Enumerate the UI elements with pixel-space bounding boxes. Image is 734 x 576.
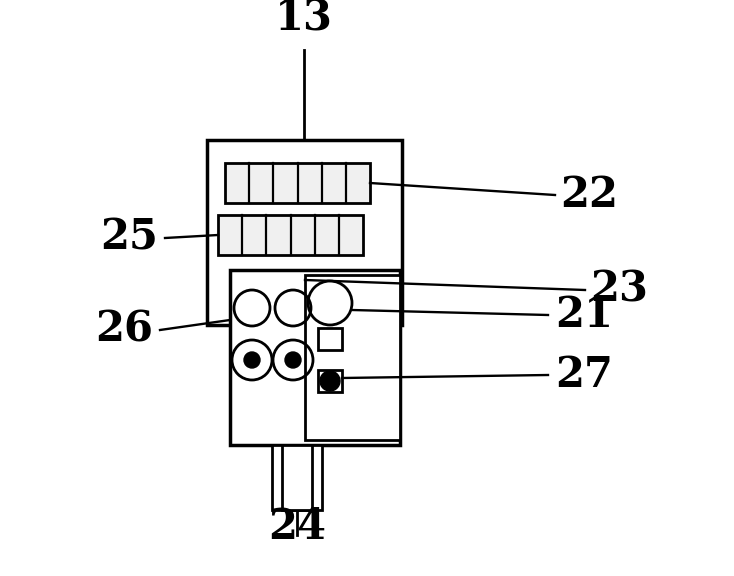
- Circle shape: [320, 371, 340, 391]
- Text: 23: 23: [590, 269, 648, 311]
- Bar: [282, 445, 312, 510]
- Bar: [305, 275, 400, 440]
- Text: 24: 24: [268, 506, 326, 548]
- Bar: [230, 270, 400, 445]
- Bar: [318, 328, 342, 350]
- Text: 25: 25: [100, 217, 158, 259]
- Circle shape: [285, 352, 301, 368]
- Bar: [318, 370, 342, 392]
- Text: 26: 26: [95, 309, 153, 351]
- Bar: [272, 445, 322, 510]
- Text: 27: 27: [555, 354, 613, 396]
- Circle shape: [244, 352, 260, 368]
- Text: 21: 21: [555, 294, 613, 336]
- Bar: [207, 140, 402, 325]
- Text: 13: 13: [275, 0, 333, 38]
- Bar: [225, 163, 370, 203]
- Text: 22: 22: [560, 174, 618, 216]
- Bar: [218, 215, 363, 255]
